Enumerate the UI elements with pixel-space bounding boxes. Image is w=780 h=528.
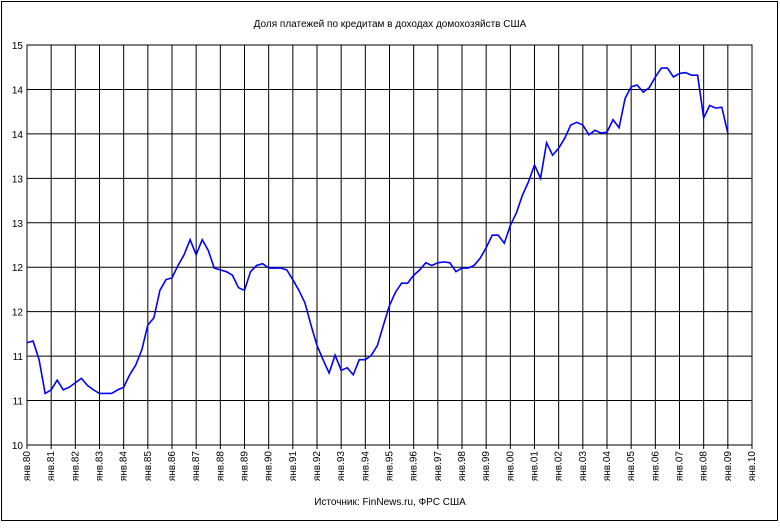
x-tick-label: янв.91 (288, 451, 299, 482)
y-tick-label: 13 (12, 174, 24, 185)
x-tick-label: янв.01 (530, 451, 541, 482)
x-tick-label: янв.09 (723, 451, 734, 482)
x-tick-label: янв.06 (650, 451, 661, 482)
x-tick-label: янв.89 (240, 451, 251, 482)
x-tick-label: янв.90 (264, 451, 275, 482)
x-tick-label: янв.97 (433, 451, 444, 482)
x-tick-label: янв.03 (578, 451, 589, 482)
y-tick-label: 15 (12, 41, 24, 52)
x-tick-label: янв.81 (46, 451, 57, 482)
y-tick-label: 13 (12, 219, 24, 230)
x-tick-label: янв.85 (143, 451, 154, 482)
x-tick-label: янв.84 (119, 451, 130, 482)
x-tick-label: янв.80 (22, 451, 33, 482)
x-tick-label: янв.95 (385, 451, 396, 482)
y-tick-label: 11 (13, 397, 24, 408)
y-tick-label: 14 (12, 85, 24, 96)
y-tick-label: 10 (12, 441, 24, 452)
x-tick-label: янв.82 (70, 451, 81, 482)
x-tick-label: янв.93 (336, 451, 347, 482)
x-tick-label: янв.94 (360, 451, 371, 482)
x-tick-label: янв.87 (191, 451, 202, 482)
x-tick-label: янв.88 (215, 451, 226, 482)
x-tick-label: янв.00 (505, 451, 516, 482)
x-tick-label: янв.99 (481, 451, 492, 482)
x-tick-label: янв.96 (409, 451, 420, 482)
x-tick-label: янв.07 (675, 451, 686, 482)
source-note: Источник: FinNews.ru, ФРС США (314, 497, 466, 508)
y-tick-label: 12 (12, 308, 24, 319)
x-tick-label: янв.10 (747, 451, 758, 482)
x-tick-label: янв.98 (457, 451, 468, 482)
y-tick-label: 12 (12, 263, 24, 274)
data-line (26, 67, 729, 395)
y-tick-label: 11 (13, 352, 24, 363)
x-tick-label: янв.04 (602, 451, 613, 482)
chart-title: Доля платежей по кредитам в доходах домо… (254, 19, 527, 30)
y-tick-label: 14 (12, 130, 24, 141)
x-tick-label: янв.83 (95, 451, 106, 482)
x-tick-label: янв.08 (699, 451, 710, 482)
x-tick-label: янв.86 (167, 451, 178, 482)
x-tick-label: янв.05 (626, 451, 637, 482)
x-tick-label: янв.02 (554, 451, 565, 482)
x-tick-label: янв.92 (312, 451, 323, 482)
